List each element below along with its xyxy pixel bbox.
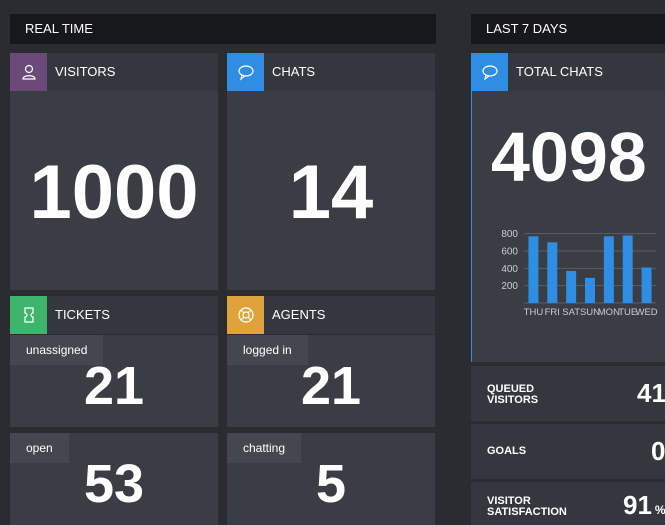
satisfaction-label-line2: SATISFACTION bbox=[487, 506, 567, 518]
visitor-satisfaction-row: VISITOR SATISFACTION 91% bbox=[471, 482, 665, 525]
agents-chatting-panel: chatting 5 bbox=[227, 433, 435, 525]
open-label: open bbox=[10, 433, 69, 463]
bar-mon[interactable] bbox=[603, 236, 614, 303]
tickets-open-panel: open 53 bbox=[10, 433, 218, 525]
visitors-count: 1000 bbox=[29, 150, 199, 235]
visitors-tile-body: 1000 bbox=[10, 91, 218, 290]
x-tick-sat: SAT bbox=[562, 307, 580, 318]
bar-wed[interactable] bbox=[641, 267, 652, 303]
goals-row: GOALS 0 bbox=[471, 424, 665, 479]
total-chats-tile-header: TOTAL CHATS bbox=[471, 53, 665, 91]
last7-header-title: LAST 7 DAYS bbox=[486, 21, 568, 36]
realtime-header: REAL TIME bbox=[10, 14, 436, 44]
chats-count: 14 bbox=[288, 150, 374, 235]
x-tick-thu: THU bbox=[524, 307, 544, 318]
satisfaction-label-line1: VISITOR bbox=[487, 495, 531, 507]
satisfaction-number: 91 bbox=[623, 490, 652, 520]
x-tick-fri: FRI bbox=[545, 307, 560, 318]
bar-fri[interactable] bbox=[547, 242, 558, 303]
chats-tile-body: 14 bbox=[227, 91, 435, 290]
queued-visitors-label: QUEUED VISITORS bbox=[487, 384, 538, 406]
bar-sun[interactable] bbox=[585, 277, 595, 303]
chat-bubble-icon bbox=[227, 53, 264, 91]
visitors-tile-header: VISITORS bbox=[10, 53, 218, 91]
queued-label-line1: QUEUED bbox=[487, 383, 535, 395]
lifebuoy-icon bbox=[227, 296, 264, 334]
tickets-tile-header: TICKETS bbox=[10, 296, 218, 334]
chatting-count: 5 bbox=[315, 454, 347, 514]
goals-value: 0 bbox=[651, 436, 665, 466]
open-count: 53 bbox=[83, 454, 145, 514]
chat-bubble-icon bbox=[471, 53, 508, 91]
visitors-label: VISITORS bbox=[55, 64, 116, 79]
agents-tile-header: AGENTS bbox=[227, 296, 435, 334]
ticket-icon bbox=[10, 296, 47, 334]
bar-tue[interactable] bbox=[622, 235, 633, 303]
user-icon bbox=[10, 53, 47, 91]
tickets-label: TICKETS bbox=[55, 307, 110, 322]
x-tick-sun: SUN bbox=[580, 307, 600, 318]
total-chats-label: TOTAL CHATS bbox=[516, 64, 603, 79]
total-chats-tile-body: 4098 200 400 600 800 THU FRI SAT SUN MON TUE WED bbox=[471, 91, 665, 362]
logged-in-label: logged in bbox=[227, 335, 308, 365]
y-tick-400: 400 bbox=[501, 264, 518, 275]
y-tick-800: 800 bbox=[501, 229, 518, 240]
x-tick-mon: MON bbox=[598, 307, 620, 318]
agents-logged-in-panel: logged in 21 bbox=[227, 335, 435, 427]
satisfaction-unit: % bbox=[654, 503, 665, 517]
x-tick-wed: WED bbox=[635, 307, 657, 318]
goals-label: GOALS bbox=[487, 445, 527, 457]
last7-header: LAST 7 DAYS bbox=[471, 14, 665, 44]
chatting-label: chatting bbox=[227, 433, 302, 463]
bar-thu[interactable] bbox=[528, 236, 539, 303]
queued-visitors-value: 41 bbox=[637, 378, 665, 408]
realtime-header-title: REAL TIME bbox=[25, 21, 93, 36]
x-tick-tue: TUE bbox=[618, 307, 637, 318]
visitor-satisfaction-label: VISITOR SATISFACTION bbox=[487, 496, 567, 518]
chats-tile-header: CHATS bbox=[227, 53, 435, 91]
chats-label: CHATS bbox=[272, 64, 316, 79]
tickets-unassigned-panel: unassigned 21 bbox=[10, 335, 218, 427]
total-chats-count: 4098 bbox=[491, 118, 647, 196]
queued-label-line2: VISITORS bbox=[487, 394, 539, 406]
y-tick-600: 600 bbox=[501, 247, 518, 258]
bar-sat[interactable] bbox=[566, 270, 577, 303]
logged-in-count: 21 bbox=[300, 356, 362, 416]
unassigned-count: 21 bbox=[83, 356, 145, 416]
queued-visitors-row: QUEUED VISITORS 41 bbox=[471, 366, 665, 421]
y-tick-200: 200 bbox=[501, 281, 518, 292]
visitor-satisfaction-value: 91% bbox=[623, 490, 665, 525]
unassigned-label: unassigned bbox=[10, 335, 104, 365]
agents-label: AGENTS bbox=[272, 307, 326, 322]
